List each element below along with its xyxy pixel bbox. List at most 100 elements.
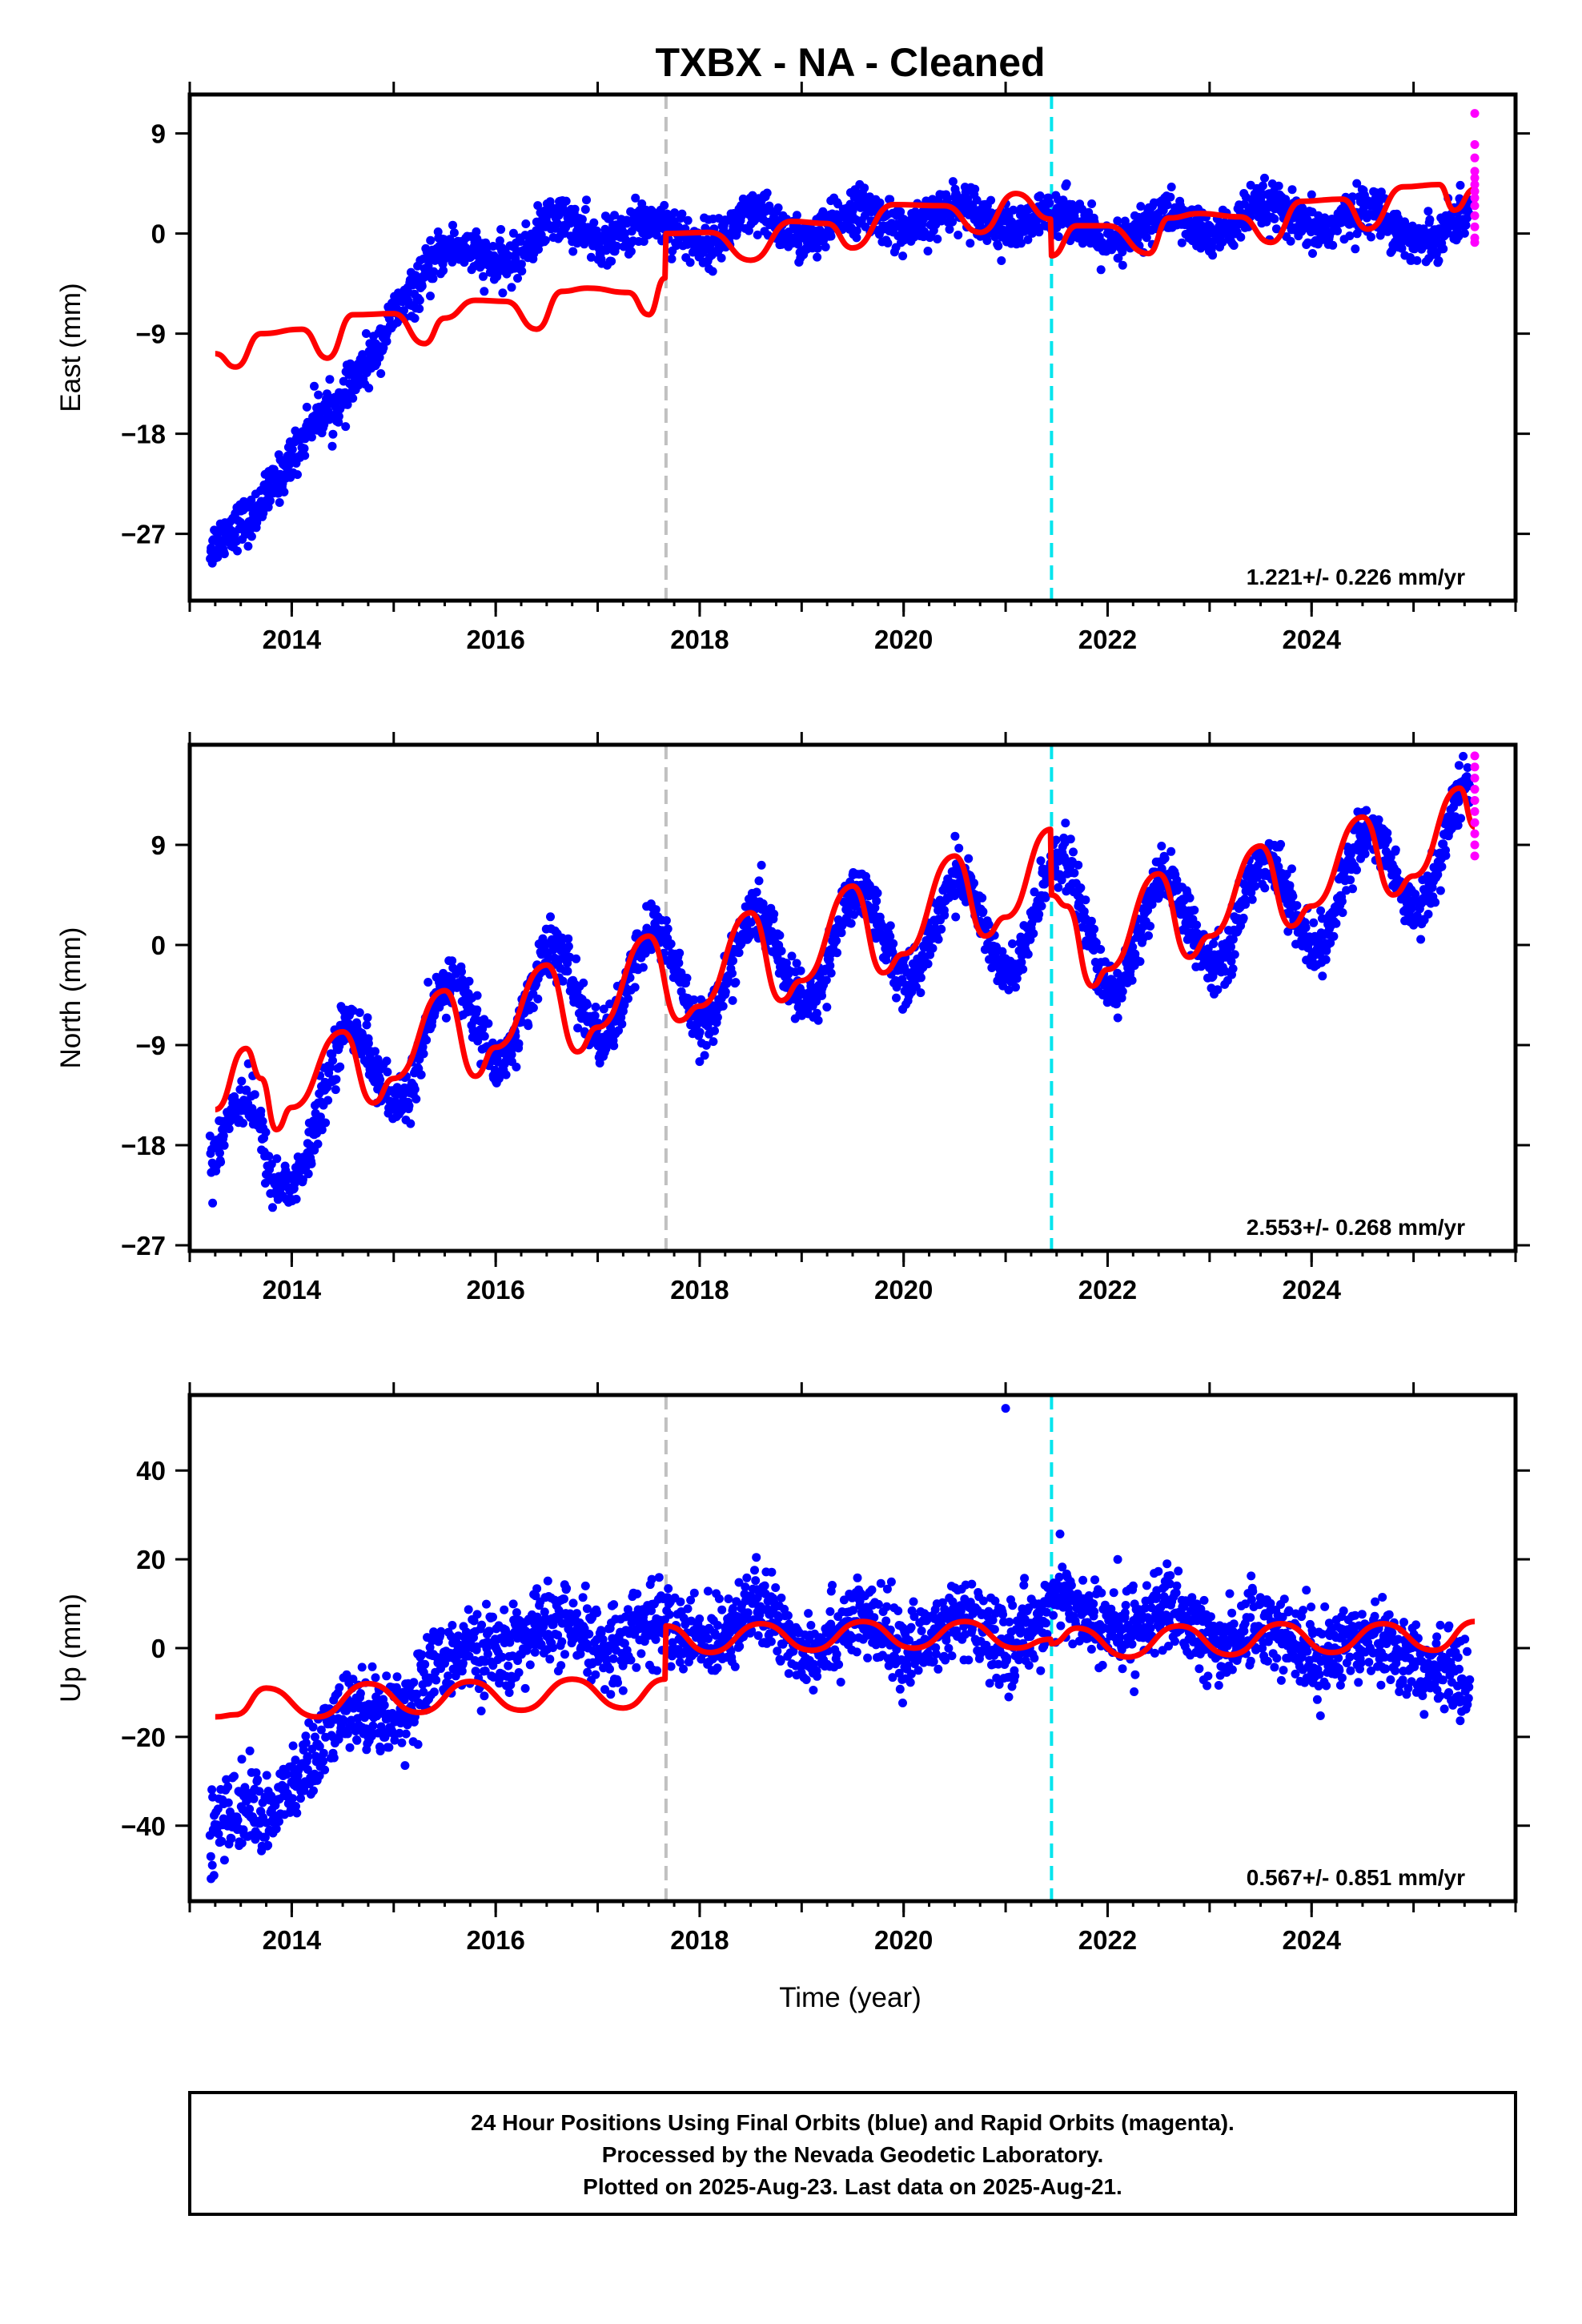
final-orbit-point xyxy=(521,219,531,228)
final-orbit-point xyxy=(592,226,601,235)
final-orbit-point xyxy=(870,903,880,913)
final-orbit-point xyxy=(1166,183,1176,191)
final-orbit-point xyxy=(1157,842,1166,850)
final-orbit-point xyxy=(695,1027,705,1037)
final-orbit-point xyxy=(1229,241,1239,250)
final-orbit-point xyxy=(1096,945,1106,954)
final-orbit-point xyxy=(261,1128,271,1137)
final-orbit-point xyxy=(1061,818,1070,828)
final-orbit-point xyxy=(464,976,474,986)
final-orbit-point xyxy=(1453,821,1463,830)
final-orbit-point xyxy=(1023,950,1033,959)
final-orbit-point xyxy=(796,966,805,975)
final-orbit-points xyxy=(205,751,1475,1212)
final-orbit-point xyxy=(586,252,596,262)
final-orbit-point xyxy=(1084,207,1094,217)
final-orbit-point xyxy=(1456,180,1465,190)
final-orbit-point xyxy=(1008,939,1017,948)
x-tick-label: 2024 xyxy=(1283,625,1342,654)
final-orbit-point xyxy=(219,1131,228,1140)
final-orbit-point xyxy=(1283,927,1293,936)
final-orbit-point xyxy=(577,215,587,224)
final-orbit-point xyxy=(638,963,648,972)
final-orbit-point xyxy=(1236,232,1246,242)
final-orbit-point xyxy=(299,444,309,453)
final-orbit-point xyxy=(1329,931,1339,941)
final-orbit-point xyxy=(1285,881,1295,891)
final-orbit-point xyxy=(982,236,992,245)
final-orbit-point xyxy=(821,242,830,251)
rapid-orbit-point xyxy=(1470,140,1480,150)
final-orbit-point xyxy=(1146,922,1155,931)
final-orbit-point xyxy=(404,1101,414,1111)
final-orbit-point xyxy=(1213,985,1223,995)
final-orbit-point xyxy=(1439,244,1448,254)
final-orbit-point xyxy=(945,224,954,234)
final-orbit-point xyxy=(298,1175,307,1184)
final-orbit-point xyxy=(1394,214,1403,223)
final-orbit-point xyxy=(852,226,861,235)
final-orbit-point xyxy=(998,947,1007,956)
final-orbit-point xyxy=(769,909,779,919)
final-orbit-point xyxy=(1347,192,1357,202)
final-orbit-point xyxy=(1227,942,1235,951)
final-orbit-point xyxy=(607,256,616,266)
final-orbit-point xyxy=(1346,875,1355,885)
final-orbit-point xyxy=(1247,895,1257,904)
final-orbit-point xyxy=(546,912,555,922)
final-orbit-point xyxy=(677,209,687,219)
final-orbit-point xyxy=(923,959,933,969)
x-tick-label: 2022 xyxy=(1078,1275,1137,1305)
final-orbit-point xyxy=(1128,943,1138,951)
final-orbit-point xyxy=(1316,906,1326,915)
plot-area xyxy=(205,745,1480,1251)
final-orbit-point xyxy=(418,1042,428,1051)
x-tick-label: 2016 xyxy=(466,1275,524,1305)
final-orbit-point xyxy=(1276,839,1286,849)
final-orbit-point xyxy=(632,929,642,939)
rapid-orbit-point xyxy=(1470,180,1480,190)
final-orbit-point xyxy=(1326,939,1335,947)
rapid-orbit-point xyxy=(1470,751,1480,761)
final-orbit-point xyxy=(416,1070,426,1080)
final-orbit-point xyxy=(205,1132,215,1140)
final-orbit-point xyxy=(950,831,960,841)
final-orbit-point xyxy=(889,939,898,948)
final-orbit-point xyxy=(1460,228,1469,238)
final-orbit-point xyxy=(1177,238,1186,247)
final-orbit-point xyxy=(448,956,457,966)
final-orbit-point xyxy=(701,1040,711,1050)
final-orbit-point xyxy=(382,336,391,346)
y-tick-label: −18 xyxy=(121,420,166,449)
final-orbit-point xyxy=(327,441,337,451)
final-orbit-point xyxy=(287,444,297,454)
final-orbit-point xyxy=(928,943,938,953)
final-orbit-point xyxy=(1307,190,1316,199)
final-orbit-point xyxy=(512,1062,521,1072)
final-orbit-point xyxy=(812,1008,821,1018)
final-orbit-point xyxy=(382,1056,391,1066)
final-orbit-point xyxy=(1062,179,1071,188)
final-orbit-point xyxy=(832,936,841,946)
final-orbit-point xyxy=(937,924,946,934)
final-orbit-point xyxy=(892,993,901,1003)
final-orbit-point xyxy=(1017,958,1026,967)
final-orbit-point xyxy=(683,215,693,225)
final-orbit-point xyxy=(710,1026,719,1035)
final-orbit-point xyxy=(472,991,482,1000)
final-orbit-point xyxy=(1045,199,1054,208)
final-orbit-point xyxy=(1054,232,1063,241)
final-orbit-point xyxy=(1397,243,1407,253)
final-orbit-point xyxy=(422,1035,432,1045)
final-orbit-point xyxy=(293,470,302,480)
final-orbit-point xyxy=(1089,946,1098,955)
final-orbit-point xyxy=(507,283,516,292)
final-orbit-point xyxy=(334,412,343,421)
final-orbit-point xyxy=(825,961,835,971)
final-orbit-point xyxy=(219,1140,229,1150)
final-orbit-point xyxy=(948,217,958,227)
final-orbit-point xyxy=(1136,202,1146,211)
rapid-orbit-points xyxy=(1470,751,1480,861)
final-orbit-point xyxy=(708,267,717,276)
